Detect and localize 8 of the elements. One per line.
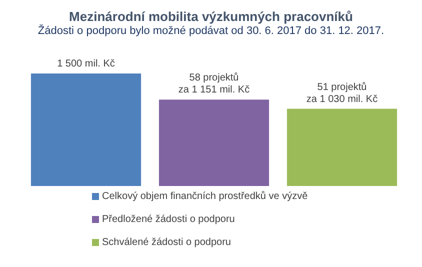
legend-label: Předložené žádosti o podporu (102, 214, 235, 225)
data-label: 51 projektů za 1 030 mil. Kč (306, 80, 378, 105)
data-label: 1 500 mil. Kč (57, 58, 115, 70)
legend-label: Celkový objem finančních prostředků ve výzvě (102, 191, 308, 202)
chart-subtitle: Žádosti o podporu bylo možné podávat od 30. 6. 2017 do 31. 12. 2017. (36, 24, 386, 38)
data-label: 58 projektů za 1 151 mil. Kč (178, 72, 250, 96)
chart-title: Mezinárodní mobilita výzkumných pracovníků (68, 9, 354, 24)
legend-label: Schválené žádosti o podporu (102, 237, 231, 248)
